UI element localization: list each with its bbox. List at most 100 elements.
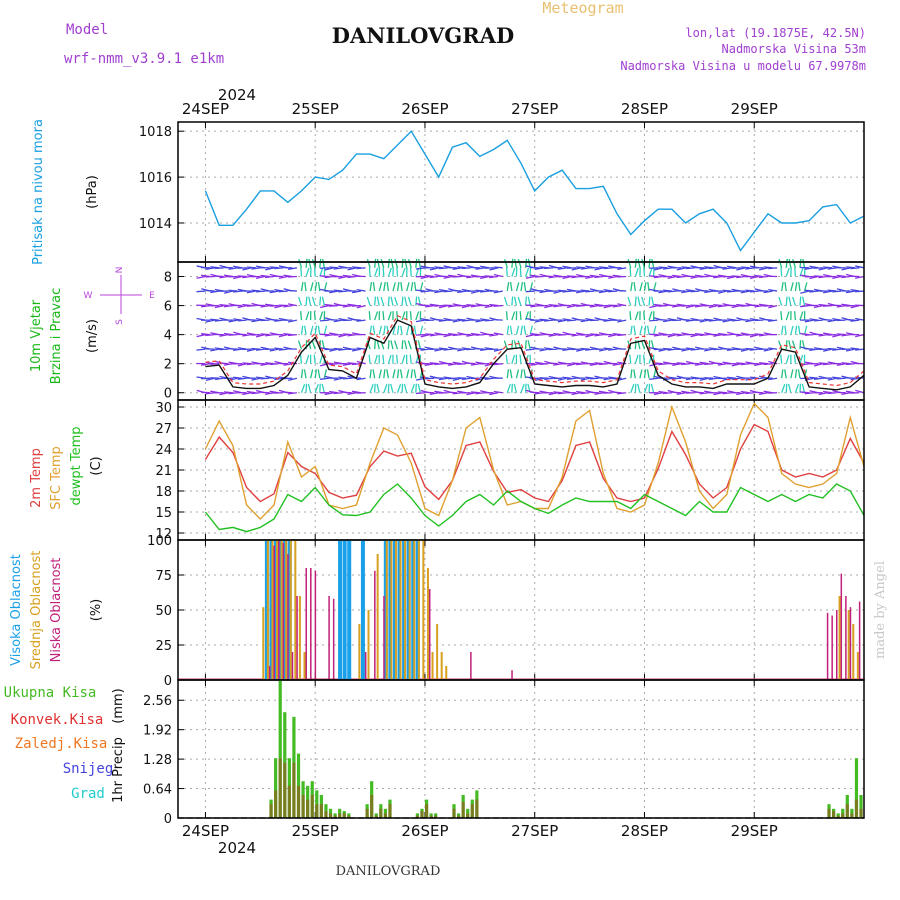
wind-arrow <box>754 333 764 336</box>
wind-arrow <box>643 384 649 393</box>
convective-rain-bar <box>342 813 346 818</box>
wind-arrow <box>319 319 329 322</box>
wind-arrow <box>401 296 404 306</box>
dewpoint-line <box>204 483 865 533</box>
bottom-date-label: 26SEP <box>401 822 448 840</box>
wind-arrow <box>539 348 549 352</box>
wind-arrow <box>722 333 732 336</box>
wind-arrow <box>506 267 508 277</box>
convective-rain-bar <box>845 804 849 818</box>
wind-arrow <box>415 319 426 323</box>
wind-arrow <box>589 333 599 336</box>
wind-arrow <box>319 304 330 309</box>
wind-arrow <box>493 304 503 307</box>
wind-arrow <box>598 318 608 321</box>
wind-arrow <box>800 391 810 394</box>
wind-arrow <box>382 267 385 277</box>
wind-arrow <box>571 267 581 271</box>
wind-arrow <box>470 363 480 366</box>
wind-arrow <box>648 267 653 277</box>
wind-arrow <box>562 376 572 379</box>
wind-arrow <box>722 267 732 270</box>
convective-rain-bar <box>324 811 328 818</box>
product-label: Meteogram <box>542 0 623 17</box>
wind-arrow <box>845 318 855 321</box>
wind-arrow <box>347 275 357 279</box>
bottom-date-label: 25SEP <box>292 822 339 840</box>
y-tick-label: 0.64 <box>143 783 172 798</box>
wind-arrow <box>685 319 695 322</box>
model-elevation-label: Nadmorska Visina u modelu 67.9978m <box>620 59 866 73</box>
wind-arrow <box>527 296 531 306</box>
wind-arrow <box>396 311 399 321</box>
wind-arrow <box>214 267 224 270</box>
wind-arrow <box>314 384 319 393</box>
wind-arrow <box>307 383 312 393</box>
wind-arrow <box>386 282 390 292</box>
mid-cloud-bar <box>431 652 434 680</box>
wind-arrow <box>228 267 238 270</box>
wind-arrow <box>524 296 528 306</box>
wind-arrow <box>580 377 590 381</box>
wind-arrow <box>658 304 668 307</box>
wind-arrow <box>323 325 328 335</box>
wind-arrow <box>534 289 544 292</box>
y-tick-label: 12 <box>155 527 172 542</box>
wind-arrow <box>376 258 380 268</box>
wind-arrow <box>394 259 399 269</box>
convective-rain-bar <box>347 815 351 818</box>
wind-arrow <box>329 348 339 352</box>
wind-arrow <box>662 319 673 323</box>
wind-arrow <box>269 348 279 352</box>
wind-arrow <box>832 334 842 338</box>
wind-arrow <box>790 282 794 292</box>
wind-arrow <box>784 369 787 379</box>
wind-arrow <box>321 383 325 393</box>
wind-arrow <box>205 333 215 337</box>
mid-cloud-bar <box>276 540 279 680</box>
wind-arrow <box>333 347 343 350</box>
mid-cloud-bar <box>436 624 439 680</box>
wind-arrow <box>517 296 522 306</box>
wind-arrow <box>425 363 435 367</box>
y-tick-label: 0 <box>164 674 172 689</box>
y-tick-label: 50 <box>155 604 172 619</box>
wind-arrow <box>223 304 233 308</box>
wind-arrow <box>813 377 823 380</box>
low-cloud-bar <box>383 596 385 680</box>
wind-arrow <box>794 267 797 277</box>
wind-arrow <box>246 390 256 394</box>
wind-arrow <box>662 347 672 350</box>
wind-arrow <box>233 318 243 321</box>
convective-rain-bar <box>301 795 305 818</box>
wind-arrow <box>342 304 352 308</box>
wind-arrow <box>785 340 788 350</box>
wind-arrow <box>228 289 238 292</box>
wind-arrow <box>685 267 695 270</box>
low-cloud-bar <box>826 612 829 680</box>
compass-s: S <box>115 319 125 325</box>
wind-arrow <box>731 363 741 367</box>
wind-arrow <box>639 282 643 292</box>
top-date-label: 27SEP <box>511 100 558 118</box>
wind-arrow <box>778 259 783 269</box>
wind-arrow <box>562 318 572 321</box>
wind-arrow <box>228 319 238 323</box>
wind-arrow <box>850 289 860 292</box>
wind-arrow <box>338 334 348 338</box>
wind-arrow <box>419 282 424 292</box>
y-tick-label: 24 <box>155 443 172 458</box>
wind-arrow <box>376 340 380 350</box>
wind-arrow <box>274 289 284 292</box>
mid-cloud-axis-title: Srednja Oblacnost <box>29 551 44 670</box>
panels: 24SEP24SEP25SEP25SEP26SEP26SEP27SEP27SEP… <box>4 100 865 840</box>
wind-arrow <box>745 267 755 270</box>
wind-arrow <box>731 275 741 278</box>
mid-cloud-bar <box>271 540 274 680</box>
convective-rain-bar <box>831 811 836 818</box>
wind-arrow <box>369 282 373 292</box>
convective-rain-bar <box>292 762 296 818</box>
precip-legend-item: Ukupna Kisa <box>4 685 97 701</box>
wind-arrow <box>525 290 535 293</box>
wind-arrow <box>676 275 686 279</box>
